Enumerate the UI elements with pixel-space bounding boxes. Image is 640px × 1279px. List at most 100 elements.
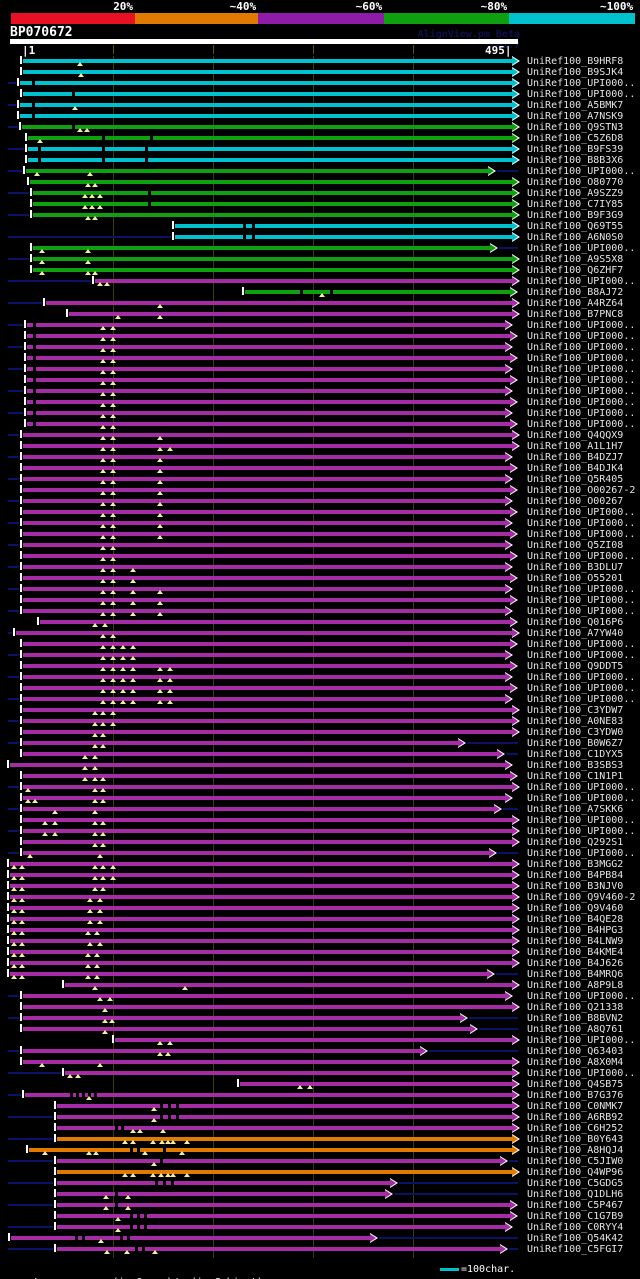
alignment-bar[interactable] <box>11 1236 370 1240</box>
subject-label[interactable]: UniRef100_Q9V460 <box>527 903 624 914</box>
alignment-bar[interactable] <box>23 1060 512 1064</box>
subject-label[interactable]: UniRef100_Q9V460-2 <box>527 892 636 903</box>
subject-label[interactable]: UniRef100_B8AJ72 <box>527 287 624 298</box>
alignment-bar[interactable] <box>23 433 512 437</box>
alignment-bar[interactable] <box>20 103 512 107</box>
subject-label[interactable]: UniRef100_A0NE83 <box>527 716 624 727</box>
alignment-bar[interactable] <box>20 114 512 118</box>
subject-label[interactable]: UniRef100_B7G376 <box>527 1090 624 1101</box>
subject-label[interactable]: UniRef100_B3MGG2 <box>527 859 624 870</box>
subject-label[interactable]: UniRef100_O00267 <box>527 496 624 507</box>
alignment-bar[interactable] <box>23 730 512 734</box>
alignment-bar[interactable] <box>33 213 512 217</box>
subject-label[interactable]: UniRef100_Q4QQX9 <box>527 430 624 441</box>
subject-label[interactable]: UniRef100_O55201 <box>527 573 624 584</box>
alignment-bar[interactable] <box>23 642 510 646</box>
alignment-bar[interactable] <box>23 59 512 63</box>
alignment-bar[interactable] <box>23 741 458 745</box>
subject-label[interactable]: UniRef100_C1G7B9 <box>527 1211 624 1222</box>
alignment-bar[interactable] <box>23 807 494 811</box>
subject-label[interactable]: UniRef100_C3YDW7 <box>527 705 624 716</box>
subject-label[interactable]: UniRef100_UPI000.. <box>527 89 636 100</box>
subject-label[interactable]: UniRef100_C1DYX5 <box>527 749 624 760</box>
alignment-bar[interactable] <box>26 169 488 173</box>
alignment-bar[interactable] <box>23 554 510 558</box>
alignment-bar[interactable] <box>23 664 510 668</box>
alignment-bar[interactable] <box>30 180 512 184</box>
subject-label[interactable]: UniRef100_Q5ZI08 <box>527 540 624 551</box>
subject-label[interactable]: UniRef100_Q4WP96 <box>527 1167 624 1178</box>
alignment-bar[interactable] <box>57 1159 500 1163</box>
subject-label[interactable]: UniRef100_B4KME4 <box>527 947 624 958</box>
subject-label[interactable]: UniRef100_A8Q761 <box>527 1024 624 1035</box>
subject-label[interactable]: UniRef100_Q9STN3 <box>527 122 624 133</box>
alignment-bar[interactable] <box>23 785 512 789</box>
subject-label[interactable]: UniRef100_UPI000.. <box>527 408 636 419</box>
alignment-bar[interactable] <box>57 1225 505 1229</box>
subject-label[interactable]: UniRef100_UPI000.. <box>527 353 636 364</box>
alignment-bar[interactable] <box>16 631 512 635</box>
subject-label[interactable]: UniRef100_C7IY85 <box>527 199 624 210</box>
alignment-bar[interactable] <box>23 840 512 844</box>
alignment-bar[interactable] <box>23 697 505 701</box>
alignment-bar[interactable] <box>40 620 510 624</box>
alignment-bar[interactable] <box>23 499 505 503</box>
alignment-bar[interactable] <box>23 653 505 657</box>
subject-label[interactable]: UniRef100_Q54K42 <box>527 1233 624 1244</box>
subject-label[interactable]: UniRef100_A7NSK9 <box>527 111 624 122</box>
subject-label[interactable]: UniRef100_UPI000.. <box>527 826 636 837</box>
subject-label[interactable]: UniRef100_UPI000.. <box>527 639 636 650</box>
subject-label[interactable]: UniRef100_C5JIW0 <box>527 1156 624 1167</box>
subject-label[interactable]: UniRef100_UPI000.. <box>527 364 636 375</box>
subject-label[interactable]: UniRef100_UPI000.. <box>527 375 636 386</box>
alignment-bar[interactable] <box>29 1148 512 1152</box>
subject-label[interactable]: UniRef100_B4DZJ7 <box>527 452 624 463</box>
subject-label[interactable]: UniRef100_A7SKK6 <box>527 804 624 815</box>
alignment-bar[interactable] <box>23 510 510 514</box>
subject-label[interactable]: UniRef100_C6H252 <box>527 1123 624 1134</box>
alignment-bar[interactable] <box>10 972 487 976</box>
alignment-bar[interactable] <box>27 411 505 415</box>
alignment-bar[interactable] <box>23 455 505 459</box>
alignment-bar[interactable] <box>57 1214 510 1218</box>
alignment-bar[interactable] <box>115 1038 512 1042</box>
subject-label[interactable]: UniRef100_B4MRQ6 <box>527 969 624 980</box>
subject-label[interactable]: UniRef100_B9F3G9 <box>527 210 624 221</box>
alignment-bar[interactable] <box>23 774 510 778</box>
subject-label[interactable]: UniRef100_C3YDW0 <box>527 727 624 738</box>
alignment-bar[interactable] <box>23 818 512 822</box>
alignment-bar[interactable] <box>23 1005 512 1009</box>
alignment-bar[interactable] <box>240 1082 512 1086</box>
subject-label[interactable]: UniRef100_UPI000.. <box>527 276 636 287</box>
subject-label[interactable]: UniRef100_UPI000.. <box>527 551 636 562</box>
alignment-bar[interactable] <box>23 576 510 580</box>
alignment-bar[interactable] <box>27 323 505 327</box>
subject-label[interactable]: UniRef100_UPI000.. <box>527 672 636 683</box>
subject-label[interactable]: UniRef100_Q5R405 <box>527 474 624 485</box>
alignment-bar[interactable] <box>23 851 489 855</box>
subject-label[interactable]: UniRef100_Q016P6 <box>527 617 624 628</box>
alignment-bar[interactable] <box>10 961 512 965</box>
alignment-bar[interactable] <box>57 1126 512 1130</box>
alignment-bar[interactable] <box>33 202 512 206</box>
alignment-bar[interactable] <box>245 290 510 294</box>
subject-label[interactable]: UniRef100_C5P467 <box>527 1200 624 1211</box>
alignment-bar[interactable] <box>23 488 510 492</box>
subject-label[interactable]: UniRef100_UPI000.. <box>527 683 636 694</box>
alignment-bar[interactable] <box>23 1016 460 1020</box>
subject-label[interactable]: UniRef100_UPI000.. <box>527 320 636 331</box>
alignment-bar[interactable] <box>27 389 505 393</box>
subject-label[interactable]: UniRef100_Q1DLH6 <box>527 1189 624 1200</box>
subject-label[interactable]: UniRef100_UPI000.. <box>527 529 636 540</box>
alignment-bar[interactable] <box>23 598 510 602</box>
subject-label[interactable]: UniRef100_A8HQJ4 <box>527 1145 624 1156</box>
alignment-bar[interactable] <box>28 136 512 140</box>
alignment-bar[interactable] <box>57 1170 512 1174</box>
subject-label[interactable]: UniRef100_A4RZ64 <box>527 298 624 309</box>
subject-label[interactable]: UniRef100_UPI000.. <box>527 386 636 397</box>
subject-label[interactable]: UniRef100_C5GDG5 <box>527 1178 624 1189</box>
alignment-bar[interactable] <box>23 708 512 712</box>
alignment-bar[interactable] <box>25 1093 512 1097</box>
alignment-bar[interactable] <box>175 235 512 239</box>
subject-label[interactable]: UniRef100_B0W6Z7 <box>527 738 624 749</box>
